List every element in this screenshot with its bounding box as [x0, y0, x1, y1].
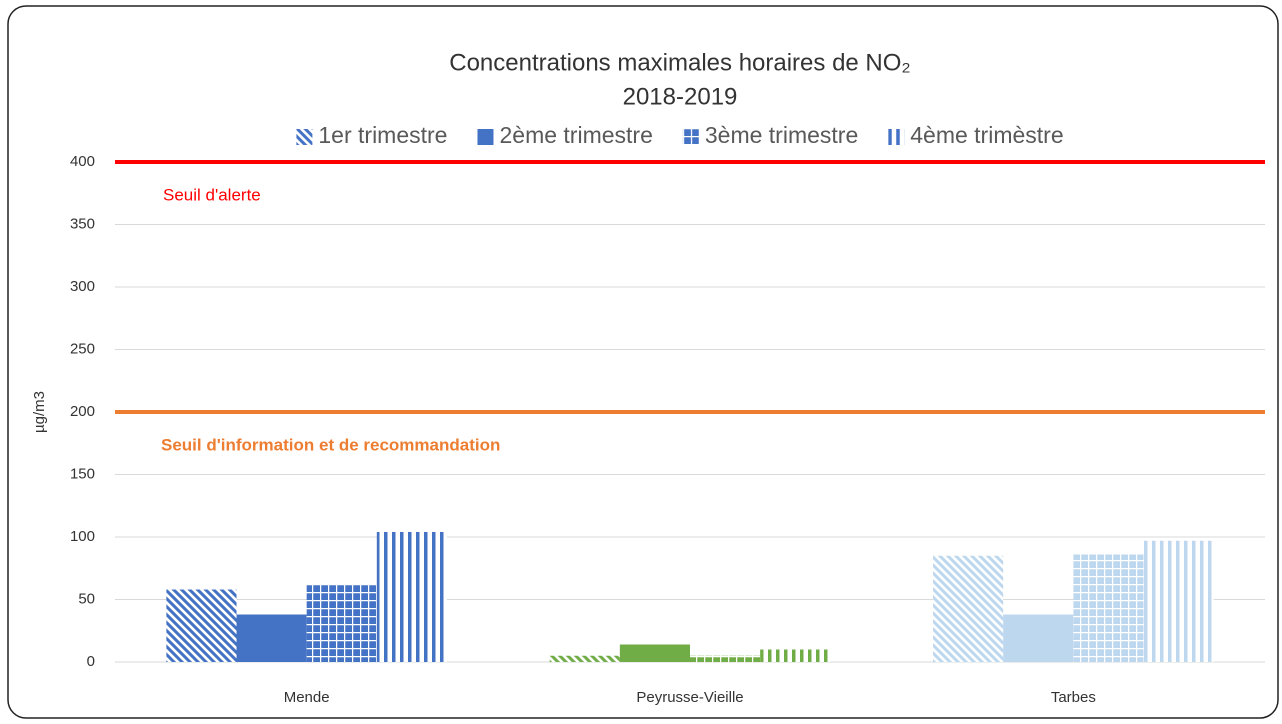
y-tick-label: 0	[87, 653, 95, 670]
legend-label: 3ème trimestre	[705, 122, 858, 148]
bar	[1073, 554, 1144, 662]
y-axis-label: µg/m3	[31, 391, 48, 433]
bar	[376, 532, 447, 662]
x-tick-label: Mende	[284, 689, 330, 706]
reference-label: Seuil d'information et de recommandation	[161, 435, 500, 454]
y-tick-label: 100	[70, 528, 95, 545]
bar	[549, 655, 620, 662]
chart-subtitle: 2018-2019	[623, 83, 738, 110]
x-tick-label: Peyrusse-Vieille	[636, 689, 743, 706]
bar	[1003, 614, 1074, 662]
legend-label: 2ème trimestre	[499, 122, 652, 148]
bar	[306, 584, 377, 662]
y-tick-label: 400	[70, 153, 95, 170]
reference-label: Seuil d'alerte	[163, 185, 261, 204]
bar	[1143, 540, 1214, 662]
bar	[760, 649, 831, 662]
bar	[933, 555, 1004, 662]
bar	[236, 614, 307, 662]
legend-swatch	[296, 129, 313, 145]
legend-label: 4ème trimèstre	[910, 122, 1063, 148]
y-tick-label: 200	[70, 403, 95, 420]
bar	[619, 644, 690, 662]
bar	[166, 589, 237, 662]
y-tick-label: 250	[70, 340, 95, 357]
legend-item: 3ème trimestre	[682, 122, 858, 148]
legend-label: 1er trimestre	[318, 122, 447, 148]
legend-swatch	[682, 129, 699, 145]
bar	[690, 655, 761, 662]
legend-swatch	[888, 129, 905, 145]
chart-title: Concentrations maximales horaires de NO₂	[449, 49, 911, 76]
y-tick-label: 50	[78, 590, 95, 607]
legend-item: 2ème trimestre	[477, 122, 653, 148]
chart-frame	[7, 5, 1279, 719]
y-tick-label: 350	[70, 215, 95, 232]
x-tick-label: Tarbes	[1051, 689, 1096, 706]
legend-item: 1er trimestre	[296, 122, 447, 148]
legend-swatch	[477, 129, 494, 145]
y-tick-label: 150	[70, 465, 95, 482]
legend-item: 4ème trimèstre	[888, 122, 1064, 148]
y-tick-label: 300	[70, 278, 95, 295]
